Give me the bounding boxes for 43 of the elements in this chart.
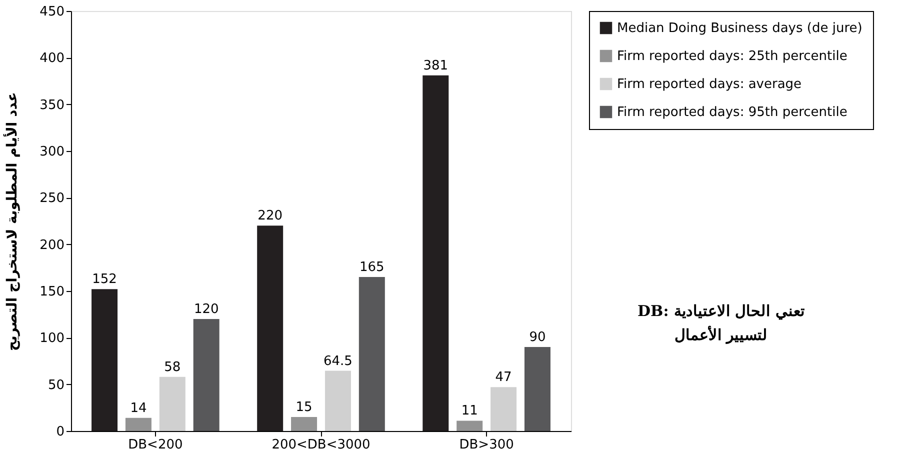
bar [257, 226, 284, 431]
legend-label: Firm reported days: 95th percentile [617, 105, 848, 120]
y-tick-label: 350 [40, 98, 64, 113]
data-label: 58 [164, 360, 181, 375]
data-label: 15 [296, 400, 312, 415]
y-tick-label: 250 [40, 191, 64, 206]
bar [92, 289, 118, 431]
legend-label: Firm reported days: average [617, 77, 802, 92]
data-label: 64.5 [323, 354, 352, 369]
bar [125, 418, 152, 431]
y-axis-title: عدد الأيام المطلوبة لاستخراج التصريح [2, 92, 21, 351]
text: DB: تعني الحال الاعتيادية لتسيير الأعمال [638, 302, 804, 344]
y-tick-label: 450 [40, 4, 64, 20]
bar [159, 376, 186, 431]
bar [358, 277, 385, 431]
bar [490, 387, 517, 431]
data-label: 152 [92, 272, 117, 288]
data-label: 165 [359, 260, 384, 275]
data-label: 14 [130, 400, 147, 416]
legend-label: Firm reported days: 25th percentile [617, 49, 848, 64]
y-tick-label: 300 [40, 144, 64, 160]
bar [422, 75, 449, 431]
data-label: 220 [258, 208, 283, 224]
bar [524, 347, 550, 431]
data-label: 120 [194, 302, 219, 317]
bar [324, 370, 351, 431]
x-tick-label: DB<200 [128, 438, 183, 452]
bar [291, 417, 318, 431]
y-tick-label: 50 [48, 378, 64, 393]
y-tick-label: 100 [40, 331, 64, 346]
data-label: 381 [423, 58, 448, 74]
data-label: 47 [495, 370, 512, 386]
y-tick-label: 200 [40, 238, 64, 253]
y-tick-label: 0 [56, 424, 64, 440]
legend-label: Median Doing Business days (de jure) [617, 21, 862, 36]
y-tick-label: 400 [40, 51, 64, 66]
bar [456, 420, 483, 431]
bar [193, 319, 220, 431]
data-label: 90 [529, 330, 546, 345]
y-tick-label: 150 [40, 284, 64, 300]
data-label: 11 [461, 404, 478, 419]
x-tick-label: DB>300 [459, 438, 514, 452]
x-tick-label: 200<DB<3000 [272, 438, 370, 452]
